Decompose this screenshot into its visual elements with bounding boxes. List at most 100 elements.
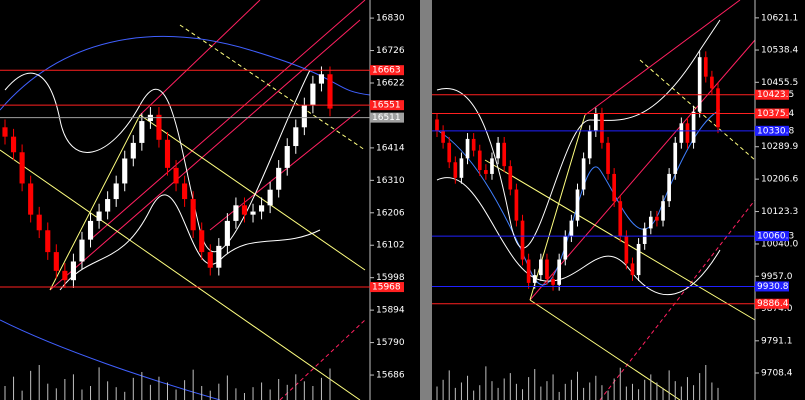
candle-body [293, 127, 299, 147]
candle-body [327, 74, 333, 109]
y-tick-label: 9957.0 [761, 272, 793, 282]
candle-body [514, 189, 519, 221]
candle-body [36, 214, 42, 231]
candle-body [207, 252, 213, 268]
price-level-label: 10375.4 [757, 109, 794, 119]
candle-body [45, 230, 51, 253]
candle-body [551, 278, 555, 285]
bollinger-band [4, 69, 311, 253]
candle-body [96, 211, 102, 221]
y-tick-label: 15894 [376, 306, 405, 316]
price-level-tag [755, 231, 789, 242]
channel-line [279, 319, 366, 400]
channel-line [49, 19, 361, 291]
candle-body [156, 114, 162, 140]
candle-body [267, 189, 273, 206]
candle-body [673, 142, 678, 174]
candle-body [284, 146, 290, 168]
y-tick-label: 10040.0 [761, 239, 798, 249]
panel-separator [420, 0, 432, 400]
candle-body [105, 199, 111, 212]
candle-body [139, 121, 145, 143]
bollinger-band [59, 194, 321, 291]
channel-line [139, 0, 261, 116]
candle-body [250, 211, 256, 215]
y-tick-label: 15998 [376, 273, 405, 283]
y-tick-label: 16206 [376, 208, 405, 218]
candle-body [630, 263, 635, 276]
y-tick-label: 15686 [376, 371, 405, 381]
candle-body [453, 162, 458, 178]
candle-body [636, 243, 641, 276]
price-level-tag [370, 282, 404, 293]
candle-body [216, 245, 222, 268]
candle-body [62, 270, 68, 281]
candle-body [685, 123, 690, 143]
candle-body [624, 236, 629, 264]
candle-body [318, 74, 325, 84]
candle-body [661, 201, 665, 221]
y-tick-label: 10538.4 [761, 46, 798, 56]
candle-body [28, 183, 34, 215]
price-level-tag [370, 100, 404, 111]
candle-body [435, 119, 439, 132]
price-level-tag [755, 298, 789, 309]
candle-body [593, 113, 598, 132]
candle-body [618, 201, 623, 237]
candle-body [301, 105, 307, 128]
y-tick-label: 10455.5 [761, 78, 798, 88]
y-tick-label: 9791.1 [761, 336, 793, 346]
candle-body [502, 142, 507, 167]
moving-average [0, 36, 371, 111]
candle-body [716, 88, 720, 128]
candle-body [164, 139, 171, 168]
price-level-label: 10060.3 [757, 232, 794, 242]
candle-body [655, 216, 659, 221]
y-tick-label: 10206.6 [761, 175, 798, 185]
candle-body [447, 142, 452, 163]
price-level-label: 9930.8 [757, 282, 789, 292]
candle-body [190, 199, 196, 231]
candle-body [679, 123, 684, 143]
candle-body [539, 259, 543, 276]
candle-body [648, 216, 653, 229]
candle-body [199, 230, 205, 253]
candle-body [557, 259, 562, 285]
candle-body [53, 252, 59, 271]
candle-body [259, 205, 265, 212]
candle-body [87, 220, 94, 240]
channel-line [89, 0, 366, 241]
candle-body [575, 189, 580, 221]
y-tick-label: 16414 [376, 143, 405, 153]
candle-body [130, 142, 136, 159]
candle-body [484, 170, 488, 174]
y-tick-label: 10621.1 [761, 13, 798, 23]
y-tick-label: 16310 [376, 176, 405, 186]
candle-body [459, 158, 464, 178]
candle-body [691, 111, 696, 143]
trend-line [0, 149, 361, 400]
price-level-label: 16551 [372, 101, 401, 111]
trend-line [49, 114, 141, 291]
trend-line [639, 59, 756, 161]
y-tick-label: 9874.0 [761, 304, 793, 314]
candle-body [19, 152, 25, 184]
price-level-label: 10423.5 [757, 90, 794, 100]
channel-line [584, 0, 741, 116]
price-level-label: 10330.8 [757, 126, 794, 136]
candle-body [122, 158, 128, 184]
candle-body [233, 205, 239, 221]
y-tick-label: 16102 [376, 241, 405, 251]
candle-body [224, 220, 230, 246]
candle-body [310, 83, 316, 106]
price-level-label: 9886.4 [757, 299, 789, 309]
candle-body [563, 236, 568, 260]
candle-body [10, 136, 17, 153]
candle-body [496, 142, 500, 159]
candle-body [532, 275, 537, 283]
candle-body [2, 127, 8, 137]
candle-body [612, 173, 616, 202]
price-level-tag [370, 65, 404, 76]
candle-body [508, 166, 513, 190]
candle-body [173, 167, 179, 184]
